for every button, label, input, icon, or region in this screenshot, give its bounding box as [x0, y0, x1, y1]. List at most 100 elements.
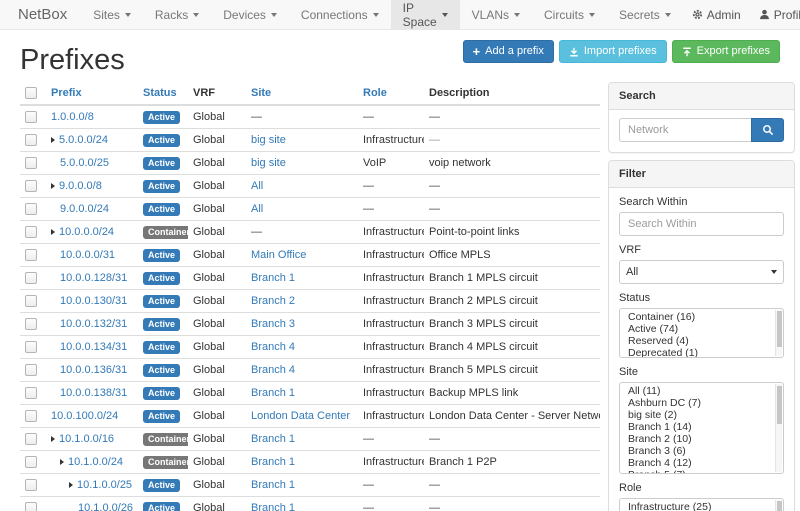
site-link[interactable]: Branch 2 — [251, 295, 296, 308]
row-checkbox[interactable] — [25, 479, 37, 492]
site-filter-listbox[interactable]: All (11) Ashburn DC (7) big site (2) Branch… — [619, 382, 784, 474]
column-header-site[interactable]: Site — [246, 82, 358, 107]
site-link[interactable]: Branch 1 — [251, 456, 296, 469]
site-link[interactable]: Branch 1 — [251, 387, 296, 400]
row-checkbox[interactable] — [25, 456, 37, 469]
row-checkbox[interactable] — [25, 341, 37, 354]
listbox-option[interactable]: Branch 5 (7) — [620, 470, 783, 474]
app-brand[interactable]: NetBox — [18, 6, 68, 23]
listbox-option[interactable]: big site (2) — [628, 409, 678, 421]
expand-caret-icon[interactable] — [51, 137, 55, 144]
nav-item-racks[interactable]: Racks — [143, 0, 211, 29]
listbox-option[interactable]: Reserved (4) — [628, 335, 689, 347]
row-checkbox[interactable] — [25, 364, 37, 377]
listbox-option[interactable]: Branch 2 (10) — [628, 433, 692, 445]
nav-item-sites[interactable]: Sites — [81, 0, 143, 29]
column-header-status[interactable]: Status — [138, 82, 188, 107]
scrollbar-track[interactable] — [775, 500, 782, 511]
row-checkbox[interactable] — [25, 410, 37, 423]
scrollbar-track[interactable] — [775, 310, 782, 356]
row-checkbox[interactable] — [25, 249, 37, 262]
listbox-option[interactable]: Deprecated (1) — [628, 347, 699, 358]
select-all-checkbox[interactable] — [25, 87, 37, 100]
column-header-prefix[interactable]: Prefix — [46, 82, 138, 107]
row-checkbox[interactable] — [25, 272, 37, 285]
column-header-role[interactable]: Role — [358, 82, 424, 107]
scrollbar-thumb[interactable] — [777, 385, 782, 425]
search-input[interactable] — [619, 118, 751, 142]
site-link[interactable]: Branch 4 — [251, 364, 296, 377]
row-checkbox[interactable] — [25, 180, 37, 193]
prefix-link[interactable]: 9.0.0.0/24 — [60, 203, 109, 216]
prefix-link[interactable]: 10.0.0.128/31 — [60, 272, 128, 285]
row-checkbox[interactable] — [25, 502, 37, 511]
nav-item-ip-space[interactable]: IP Space — [390, 0, 460, 29]
nav-item-vlans[interactable]: VLANs — [460, 0, 532, 29]
prefix-link[interactable]: 1.0.0.0/8 — [51, 111, 94, 124]
scrollbar-thumb[interactable] — [777, 310, 782, 347]
site-link[interactable]: Branch 3 — [251, 318, 296, 331]
nav-item-secrets[interactable]: Secrets — [607, 0, 683, 29]
nav-item-circuits[interactable]: Circuits — [532, 0, 607, 29]
prefix-link[interactable]: 10.0.0.130/31 — [60, 295, 128, 308]
listbox-option[interactable]: Branch 4 (12) — [628, 457, 692, 469]
prefix-link[interactable]: 10.0.100.0/24 — [51, 410, 119, 423]
status-filter-listbox[interactable]: Container (16) Active (74) Reserved (4) Dep… — [619, 308, 784, 358]
expand-caret-icon[interactable] — [51, 229, 55, 236]
search-within-input[interactable] — [619, 212, 784, 236]
prefix-link[interactable]: 10.0.0.132/31 — [60, 318, 128, 331]
listbox-option[interactable]: Ashburn DC (7) — [628, 397, 701, 409]
expand-caret-icon[interactable] — [69, 482, 73, 489]
row-checkbox[interactable] — [25, 433, 37, 446]
nav-item-connections[interactable]: Connections — [289, 0, 391, 29]
expand-caret-icon[interactable] — [51, 436, 55, 443]
prefix-link[interactable]: 10.1.0.0/25 — [77, 479, 133, 492]
search-button[interactable] — [751, 118, 784, 142]
import-prefixes-button[interactable]: Import prefixes — [558, 40, 667, 63]
site-link[interactable]: big site — [251, 134, 286, 147]
nav-admin[interactable]: Admin — [683, 8, 750, 22]
listbox-option[interactable]: Branch 3 (6) — [628, 445, 686, 457]
role-filter-listbox[interactable]: Infrastructure (25)Management (8)Private… — [619, 498, 784, 511]
listbox-option[interactable]: Active (74) — [628, 323, 679, 335]
site-link[interactable]: All — [251, 180, 264, 193]
site-link[interactable]: Main Office — [251, 249, 307, 262]
expand-caret-icon[interactable] — [60, 459, 64, 466]
row-checkbox[interactable] — [25, 157, 37, 170]
prefix-link[interactable]: 10.1.0.0/16 — [59, 433, 115, 446]
site-link[interactable]: Branch 1 — [251, 272, 296, 285]
add-prefix-button[interactable]: + Add a prefix — [462, 40, 554, 63]
row-checkbox[interactable] — [25, 387, 37, 400]
prefix-link[interactable]: 10.0.0.0/24 — [59, 226, 115, 239]
row-checkbox[interactable] — [25, 295, 37, 308]
row-checkbox[interactable] — [25, 318, 37, 331]
site-link[interactable]: Branch 1 — [251, 433, 296, 446]
site-link[interactable]: Branch 1 — [251, 502, 296, 511]
listbox-option[interactable]: All (11) — [628, 385, 661, 397]
prefix-link[interactable]: 9.0.0.0/8 — [59, 180, 102, 193]
row-checkbox[interactable] — [25, 226, 37, 239]
prefix-link[interactable]: 10.0.0.138/31 — [60, 387, 128, 400]
export-prefixes-button[interactable]: Export prefixes — [671, 40, 780, 63]
scrollbar-thumb[interactable] — [777, 501, 782, 511]
prefix-link[interactable]: 10.1.0.0/26 — [78, 502, 134, 511]
prefix-link[interactable]: 10.0.0.134/31 — [60, 341, 128, 354]
vrf-select[interactable]: All — [619, 260, 784, 284]
prefix-link[interactable]: 5.0.0.0/24 — [59, 134, 108, 147]
prefix-link[interactable]: 10.1.0.0/24 — [68, 456, 124, 469]
site-link[interactable]: All — [251, 203, 264, 216]
row-checkbox[interactable] — [25, 203, 37, 216]
expand-caret-icon[interactable] — [51, 183, 55, 190]
nav-profile[interactable]: Profile — [750, 8, 800, 22]
listbox-option[interactable]: Container (16) — [628, 311, 696, 323]
row-checkbox[interactable] — [25, 134, 37, 147]
site-link[interactable]: Branch 1 — [251, 479, 296, 492]
nav-item-devices[interactable]: Devices — [211, 0, 289, 29]
prefix-link[interactable]: 5.0.0.0/25 — [60, 157, 109, 170]
site-link[interactable]: big site — [251, 157, 286, 170]
listbox-option[interactable]: Branch 1 (14) — [628, 421, 692, 433]
prefix-link[interactable]: 10.0.0.0/31 — [60, 249, 116, 262]
site-link[interactable]: London Data Center — [251, 410, 351, 423]
row-checkbox[interactable] — [25, 111, 37, 124]
listbox-option[interactable]: Infrastructure (25) — [628, 501, 712, 511]
